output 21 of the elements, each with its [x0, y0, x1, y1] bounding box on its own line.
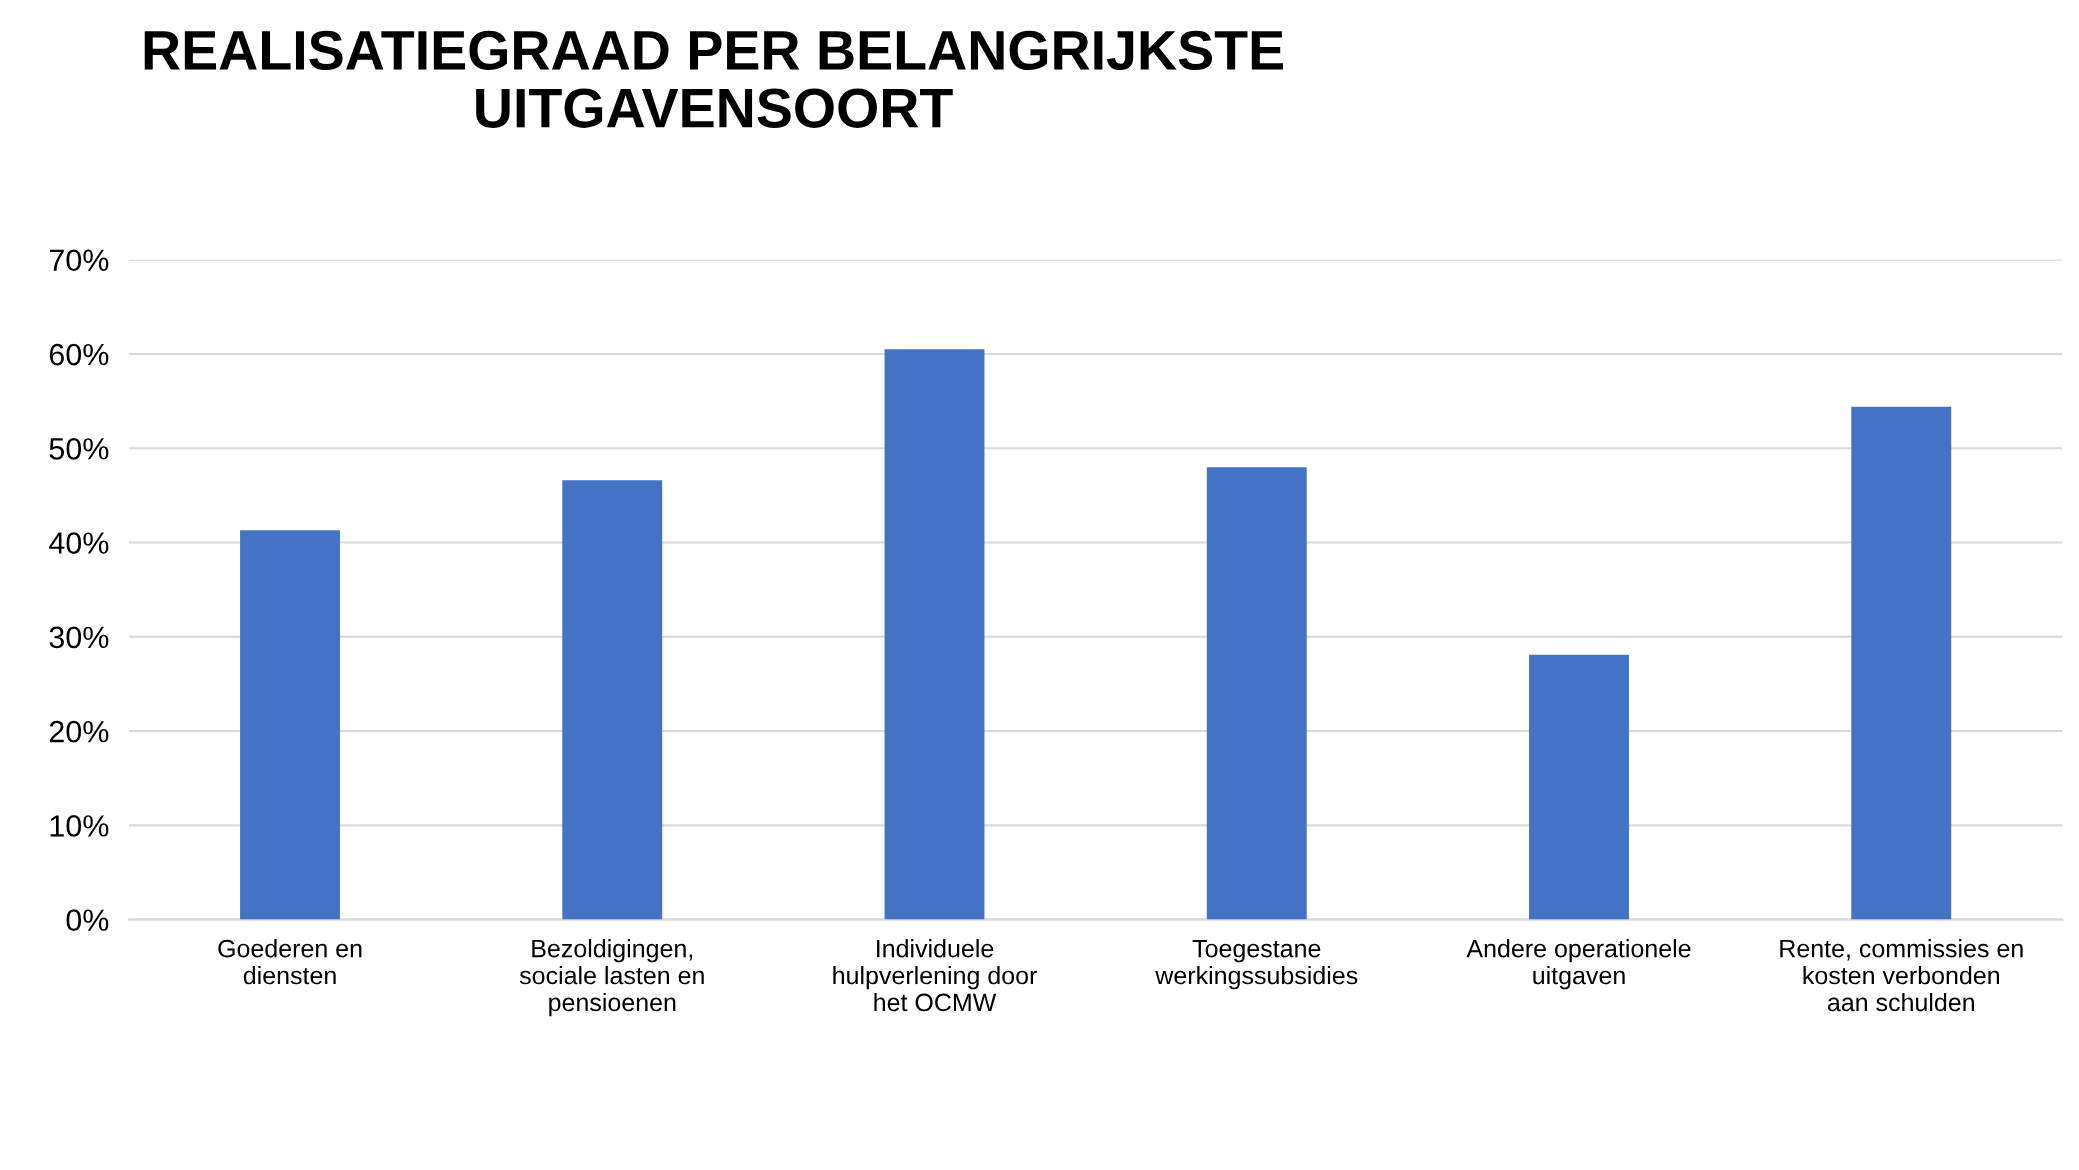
bar — [1206, 467, 1307, 920]
bar — [562, 480, 663, 920]
y-tick-label: 40% — [49, 532, 109, 554]
bar — [884, 349, 985, 920]
bar — [240, 530, 340, 920]
y-tick-label: 50% — [49, 438, 109, 460]
bar — [1851, 406, 1952, 920]
y-tick-label: 10% — [50, 815, 109, 837]
x-tick-label: Toegestane werkingssubsidies — [1155, 939, 1358, 990]
y-tick-label: 20% — [49, 720, 109, 743]
chart-title: REALISATIEGRAAD PER BELANGRIJKSTE UITGAVENSOORT — [144, 30, 1283, 128]
y-tick-label: 30% — [49, 626, 109, 649]
x-tick-label: Goederen en diensten — [218, 939, 362, 985]
bar — [1529, 654, 1629, 920]
y-tick-label: 0% — [66, 909, 109, 931]
x-tick-label: Individuele hulpverlening door het OCMW — [833, 939, 1037, 1012]
x-tick-label: Andere operationele uitgaven — [1466, 939, 1691, 990]
x-tick-label: Rente, commissies en kosten verbonden aan schulden — [1780, 939, 2023, 1012]
y-tick-label: 70% — [49, 249, 109, 272]
y-tick-label: 60% — [49, 343, 109, 366]
x-tick-label: Bezoldigingen, sociale lasten en pensioenen — [519, 939, 704, 1017]
